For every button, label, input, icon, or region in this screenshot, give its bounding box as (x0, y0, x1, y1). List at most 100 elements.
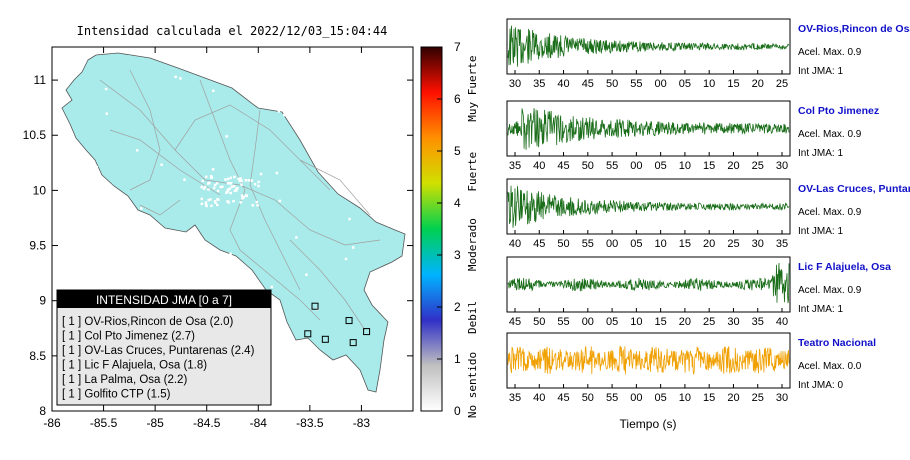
town-marker (149, 262, 153, 265)
town-marker (216, 189, 220, 193)
town-marker (209, 198, 212, 201)
town-marker (237, 177, 240, 181)
town-marker (241, 197, 244, 200)
map-y-tick-label: 11 (34, 73, 47, 87)
town-marker (104, 87, 108, 91)
town-marker (255, 200, 259, 204)
legend-entry: [ 1 ] La Palma, Osa (2.2) (62, 374, 187, 386)
legend-entry: [ 1 ] Col Pto Jimenez (2.7) (62, 331, 195, 343)
town-marker (204, 202, 208, 206)
town-marker (229, 176, 233, 180)
station-marker (363, 328, 371, 336)
station-marker (321, 335, 329, 343)
town-marker (283, 113, 286, 117)
town-marker (140, 207, 143, 210)
town-marker (351, 246, 355, 249)
station-markers (304, 302, 371, 347)
town-marker (230, 185, 234, 188)
town-marker (345, 178, 349, 181)
town-marker (259, 172, 263, 176)
town-marker (200, 202, 204, 206)
map-x-tick-label: -84 (250, 416, 268, 430)
town-marker (295, 236, 298, 239)
station-marker (304, 330, 312, 338)
town-marker (240, 183, 243, 186)
legend-entry: [ 1 ] Lic F Alajuela, Osa (1.8) (62, 360, 207, 372)
town-marker (135, 149, 139, 152)
town-marker (204, 201, 208, 204)
town-marker (207, 188, 210, 191)
map-y-tick-label: 8 (39, 404, 46, 418)
legend-header (57, 290, 271, 308)
town-marker (256, 204, 259, 207)
costa-rica-landmass (61, 52, 406, 393)
town-marker (229, 191, 232, 195)
map-y-tick-label: 8.5 (29, 349, 46, 363)
legend-entry: [ 1 ] OV-Las Cruces, Puntarenas (2.4) (62, 345, 255, 357)
town-marker (215, 262, 218, 265)
town-marker (225, 135, 228, 138)
town-marker (160, 163, 163, 166)
town-marker (348, 217, 351, 221)
town-marker (257, 180, 260, 184)
station-marker (345, 317, 353, 325)
town-marker (226, 189, 229, 193)
town-marker (90, 171, 94, 174)
town-marker (228, 187, 232, 190)
town-marker (202, 187, 206, 190)
town-marker (203, 185, 207, 189)
map-axes: -86 -85.5 -85 -84.5 -84 -83.5 -83 8 8.5 9 9.5 10 10.… (23, 47, 413, 430)
town-marker (219, 185, 222, 189)
town-marker (213, 183, 217, 187)
town-marker (208, 181, 211, 185)
town-marker (232, 184, 236, 188)
legend-box (56, 289, 272, 406)
town-marker (228, 182, 231, 185)
town-marker (371, 214, 375, 217)
map-frame (51, 46, 414, 412)
town-marker (239, 201, 243, 204)
town-marker (213, 199, 217, 203)
town-marker (207, 198, 211, 202)
town-marker (277, 110, 281, 113)
map-x-tick-label: -83.5 (296, 416, 324, 430)
town-marker (275, 171, 279, 175)
town-marker (216, 197, 219, 201)
town-marker (210, 204, 213, 208)
town-marker (209, 175, 213, 178)
map-x-tick-label: -85.5 (90, 416, 118, 430)
map-y-tick-label: 9 (39, 294, 46, 308)
town-marker (278, 199, 282, 203)
map-x-tick-label: -83 (353, 416, 371, 430)
town-marker (214, 201, 217, 205)
town-marker (239, 177, 242, 180)
legend-entry: [ 1 ] Golfito CTP (1.5) (62, 389, 171, 401)
town-marker (200, 185, 203, 189)
town-marker (183, 178, 186, 181)
town-marker (216, 203, 219, 207)
town-marker (179, 77, 182, 80)
town-marker (226, 181, 230, 185)
map-x-tick-label: -86 (43, 416, 61, 430)
map-y-tick-label: 10.5 (23, 128, 47, 142)
town-marker (212, 89, 215, 93)
map-title: Intensidad calculada el 2022/12/03_15:04… (77, 24, 388, 38)
map-y-tick-label: 9.5 (29, 239, 46, 253)
town-marker (240, 194, 244, 197)
town-marker (105, 112, 109, 115)
town-marker (240, 179, 243, 183)
town-marker (233, 189, 237, 193)
town-marker (88, 226, 92, 229)
town-marker (201, 179, 204, 183)
town-marker (250, 179, 254, 182)
town-marker (305, 273, 308, 276)
town-marker (329, 116, 332, 119)
map-x-tick-label: -85 (146, 416, 164, 430)
intensity-legend: INTENSIDAD JMA [0 a 7] [ 1 ] OV-Rios,Rin… (56, 289, 272, 406)
town-marker (95, 165, 99, 169)
town-marker (233, 175, 236, 179)
town-marker (257, 184, 260, 188)
town-marker (204, 175, 208, 179)
town-marker (242, 195, 245, 199)
